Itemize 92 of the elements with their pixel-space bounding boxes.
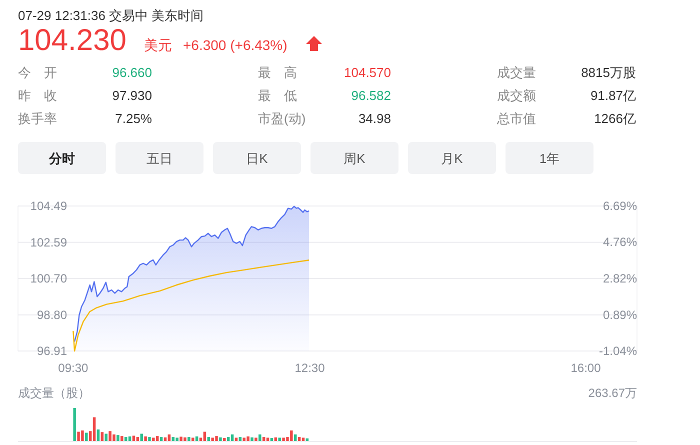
text: 1年 (539, 151, 560, 166)
text: 日K (246, 151, 268, 166)
text: 分时 (48, 151, 75, 166)
y-tick-label: 104.49 (30, 199, 68, 213)
bar (282, 438, 285, 441)
text: 96.582 (351, 88, 391, 103)
y2-tick-label: -1.04% (598, 344, 638, 358)
bar (152, 438, 155, 441)
bar (254, 438, 258, 441)
text: 五日 (146, 151, 172, 166)
bar (172, 437, 175, 441)
y2-tick-label: 2.82% (602, 272, 638, 286)
y2-tick-label: 0.89% (602, 308, 638, 322)
bar (136, 437, 140, 441)
bar (144, 436, 147, 441)
text: 总市值 (496, 111, 536, 126)
text: 34.98 (358, 111, 391, 126)
bar (207, 437, 210, 441)
text: +6.300 (+6.43%) (183, 37, 288, 53)
bar (104, 434, 108, 441)
text: 104.230 (18, 24, 126, 57)
bar (270, 438, 274, 441)
text: 换手率 (18, 111, 57, 126)
bar (298, 437, 301, 441)
text: 市盈(动) (258, 111, 306, 126)
text: 07-29 12:31:36 交易中 美东时间 (18, 8, 204, 23)
y-tick-label: 100.70 (30, 272, 68, 286)
bar (188, 437, 190, 441)
y-tick-label: 96.91 (36, 344, 68, 358)
bar (246, 436, 250, 441)
y2-tick-label: 4.76% (602, 235, 638, 250)
bar (262, 437, 266, 441)
text: 97.930 (112, 88, 152, 103)
text: 美元 (144, 37, 172, 53)
line-series (72, 260, 310, 352)
text: 263.67万 (588, 386, 637, 400)
bar (140, 434, 143, 441)
text: 7.25% (115, 111, 152, 126)
bar (290, 430, 293, 441)
bar (191, 438, 194, 441)
y-tick-label: 102.59 (30, 235, 68, 250)
bar (85, 432, 88, 441)
x-tick-label: 12:30 (294, 361, 326, 375)
text: 今 开 (18, 65, 57, 80)
bar (156, 436, 159, 441)
bar (180, 436, 182, 441)
bar (100, 432, 104, 441)
bar (160, 437, 163, 441)
bar (148, 437, 151, 441)
y-tick-label: 98.80 (36, 308, 68, 322)
text: 104.570 (344, 65, 391, 80)
text: 月K (441, 151, 464, 166)
bar (302, 438, 305, 441)
bar (278, 438, 281, 441)
text: 成交额 (497, 88, 536, 103)
bar (81, 430, 84, 441)
text: 91.87亿 (590, 88, 636, 103)
bar (219, 437, 222, 441)
bar (226, 437, 230, 441)
text: 成交量 (497, 65, 536, 80)
bar (238, 437, 242, 441)
bar (250, 437, 254, 441)
text: 最 低 (258, 88, 297, 103)
bar (223, 438, 226, 441)
bar (73, 408, 76, 441)
bar (266, 438, 270, 441)
bar (92, 417, 96, 441)
bar (108, 431, 112, 441)
bar (77, 432, 80, 441)
bar (124, 437, 128, 441)
bar (96, 429, 100, 441)
text: 昨 收 (18, 88, 57, 103)
bar (176, 438, 178, 441)
bar (184, 437, 186, 441)
bar (211, 438, 214, 441)
bar (120, 436, 124, 441)
text: 1266亿 (594, 111, 636, 126)
text: 96.660 (112, 65, 152, 80)
bar (242, 438, 246, 441)
text: 8815万股 (581, 65, 636, 80)
text: 周K (344, 151, 366, 166)
bar (215, 436, 218, 441)
bar (112, 434, 116, 441)
bar (234, 438, 238, 441)
bar (132, 436, 136, 441)
chart-title: 成交量（股） (18, 386, 90, 400)
text: 最 高 (258, 65, 297, 80)
x-tick-label: 09:30 (58, 361, 89, 375)
x-tick-label: 16:00 (570, 361, 602, 375)
y2-tick-label: 6.69% (602, 199, 638, 213)
bar (258, 434, 262, 441)
bar (116, 435, 120, 441)
